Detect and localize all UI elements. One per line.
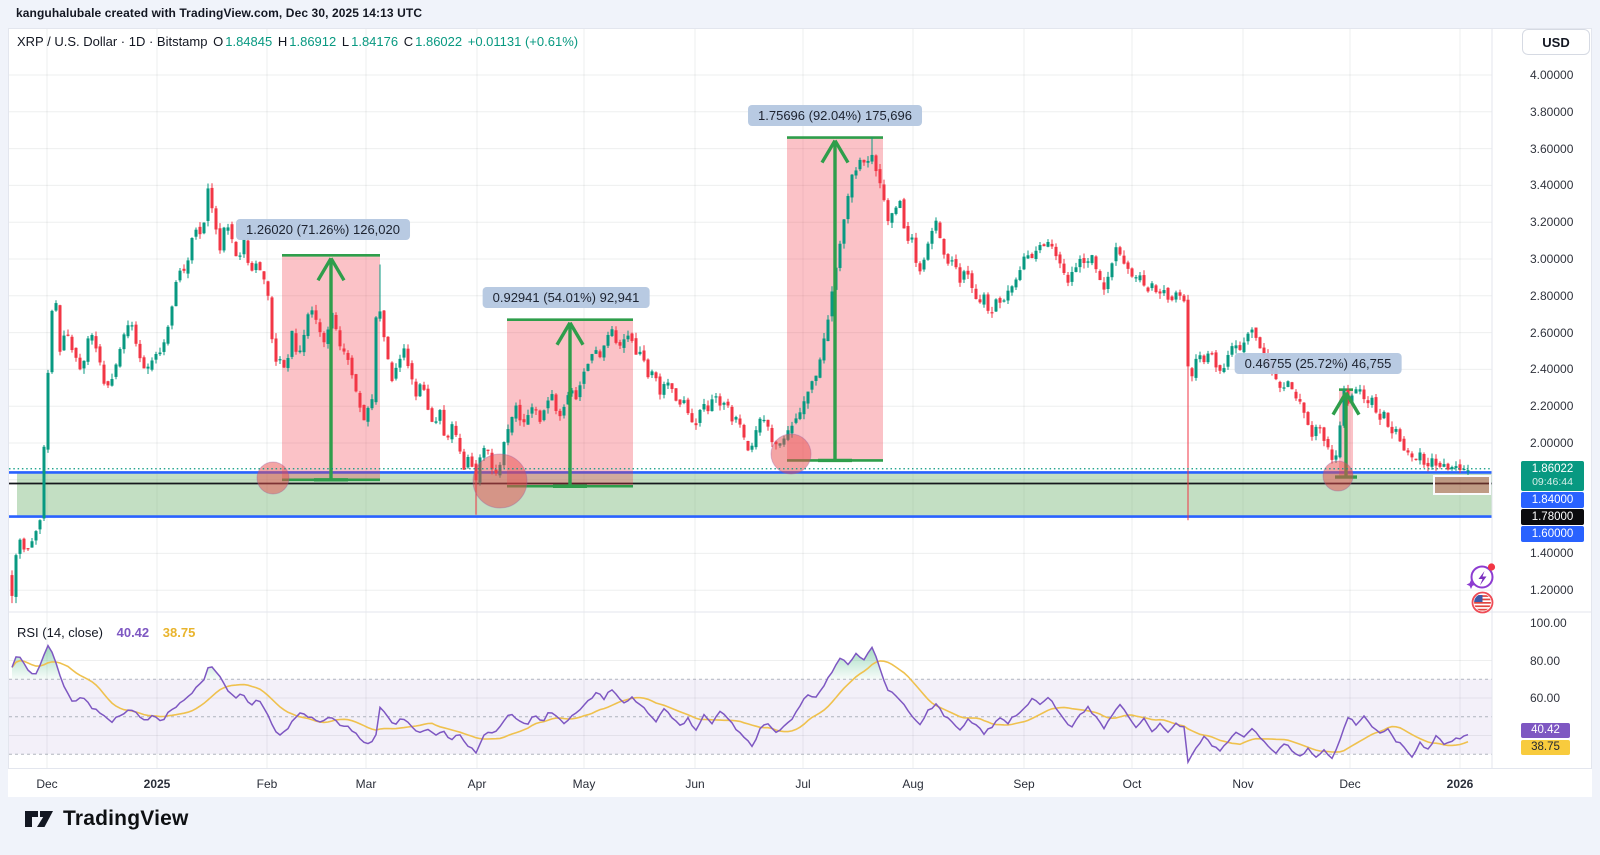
- rsi-value-badge: 40.42: [1521, 723, 1570, 738]
- level-badge-1-78[interactable]: 1.78000: [1521, 509, 1584, 525]
- time-label-Jun: Jun: [685, 777, 705, 791]
- time-label-Feb: Feb: [256, 777, 278, 791]
- time-label-May: May: [572, 777, 596, 791]
- level-badge-1-84[interactable]: 1.84000: [1521, 492, 1584, 508]
- tradingview-logo-text: TradingView: [63, 807, 189, 830]
- rsi-header[interactable]: RSI (14, close) 40.42 38.75: [17, 625, 195, 640]
- close-value: 1.86022: [415, 34, 463, 49]
- time-label-2025: 2025: [143, 777, 171, 791]
- attribution-text: kanguhalubale created with TradingView.c…: [16, 6, 423, 20]
- bar-countdown: 09:46:44: [1532, 476, 1573, 488]
- price-tick-3.60000: 3.60000: [1530, 141, 1574, 156]
- attribution-bar: kanguhalubale created with TradingView.c…: [0, 0, 1600, 28]
- price-tick-3.40000: 3.40000: [1530, 178, 1574, 193]
- price-tick-2.60000: 2.60000: [1530, 325, 1574, 340]
- rsi-ma-badge: 38.75: [1521, 740, 1570, 755]
- rsi-tick-100.00: 100.00: [1530, 616, 1567, 630]
- measure-label-nov[interactable]: 0.46755 (25.72%) 46,755: [1234, 353, 1402, 374]
- price-tick-2.00000: 2.00000: [1530, 436, 1574, 450]
- level-badge-1-60[interactable]: 1.60000: [1521, 526, 1584, 542]
- last-price-value: 1.86022: [1531, 463, 1574, 475]
- currency-button[interactable]: USD: [1522, 29, 1590, 55]
- time-label-Oct: Oct: [1122, 777, 1142, 791]
- symbol-title[interactable]: XRP / U.S. Dollar · 1D · Bitstamp: [17, 34, 208, 49]
- time-axis[interactable]: [8, 768, 1592, 797]
- change-value: +0.01131 (+0.61%): [467, 34, 579, 49]
- price-tick-3.80000: 3.80000: [1530, 104, 1574, 119]
- footer-bar: TradingView: [0, 797, 1600, 855]
- flag-icon[interactable]: [1470, 590, 1495, 620]
- close-label: C: [403, 34, 414, 49]
- last-price-badge: 1.86022 09:46:44: [1521, 461, 1584, 491]
- time-label-Nov: Nov: [1232, 777, 1254, 791]
- price-tick-3.00000: 3.00000: [1530, 252, 1574, 266]
- rsi-ma-value: 38.75: [162, 625, 196, 640]
- price-tick-2.40000: 2.40000: [1530, 362, 1574, 377]
- price-tick-3.20000: 3.20000: [1530, 215, 1574, 230]
- time-label-Dec: Dec: [36, 777, 58, 791]
- time-label-Jul: Jul: [795, 777, 811, 791]
- price-tick-1.20000: 1.20000: [1530, 583, 1574, 598]
- symbol-header[interactable]: XRP / U.S. Dollar · 1D · Bitstamp O 1.848…: [17, 34, 580, 50]
- low-label: L: [341, 34, 350, 49]
- measure-label-apr[interactable]: 0.92941 (54.01%) 92,941: [482, 287, 650, 308]
- rsi-tick-60.00: 60.00: [1530, 691, 1561, 705]
- price-tick-2.20000: 2.20000: [1530, 399, 1574, 414]
- tradingview-logo[interactable]: TradingView: [24, 806, 189, 832]
- rsi-title: RSI (14, close): [17, 625, 103, 640]
- boost-icon[interactable]: [1464, 560, 1498, 597]
- time-label-Sep: Sep: [1013, 777, 1035, 791]
- high-label: H: [277, 34, 288, 49]
- price-tick-1.40000: 1.40000: [1530, 546, 1574, 561]
- open-label: O: [213, 34, 224, 49]
- open-value: 1.84845: [225, 34, 273, 49]
- price-tick-2.80000: 2.80000: [1530, 288, 1574, 303]
- time-label-Aug: Aug: [902, 777, 924, 791]
- tradingview-logo-icon: [25, 811, 53, 827]
- time-label-Apr: Apr: [467, 777, 487, 791]
- time-label-Mar: Mar: [355, 777, 377, 791]
- high-value: 1.86912: [289, 34, 337, 49]
- measure-label-jul[interactable]: 1.75696 (92.04%) 175,696: [748, 105, 922, 126]
- price-tick-4.00000: 4.00000: [1530, 68, 1574, 82]
- measure-label-feb[interactable]: 1.26020 (71.26%) 126,020: [236, 219, 410, 240]
- rsi-value: 40.42: [116, 625, 150, 640]
- time-label-Dec: Dec: [1339, 777, 1361, 791]
- rsi-tick-80.00: 80.00: [1530, 653, 1561, 668]
- time-label-2026: 2026: [1446, 777, 1474, 791]
- low-value: 1.84176: [351, 34, 399, 49]
